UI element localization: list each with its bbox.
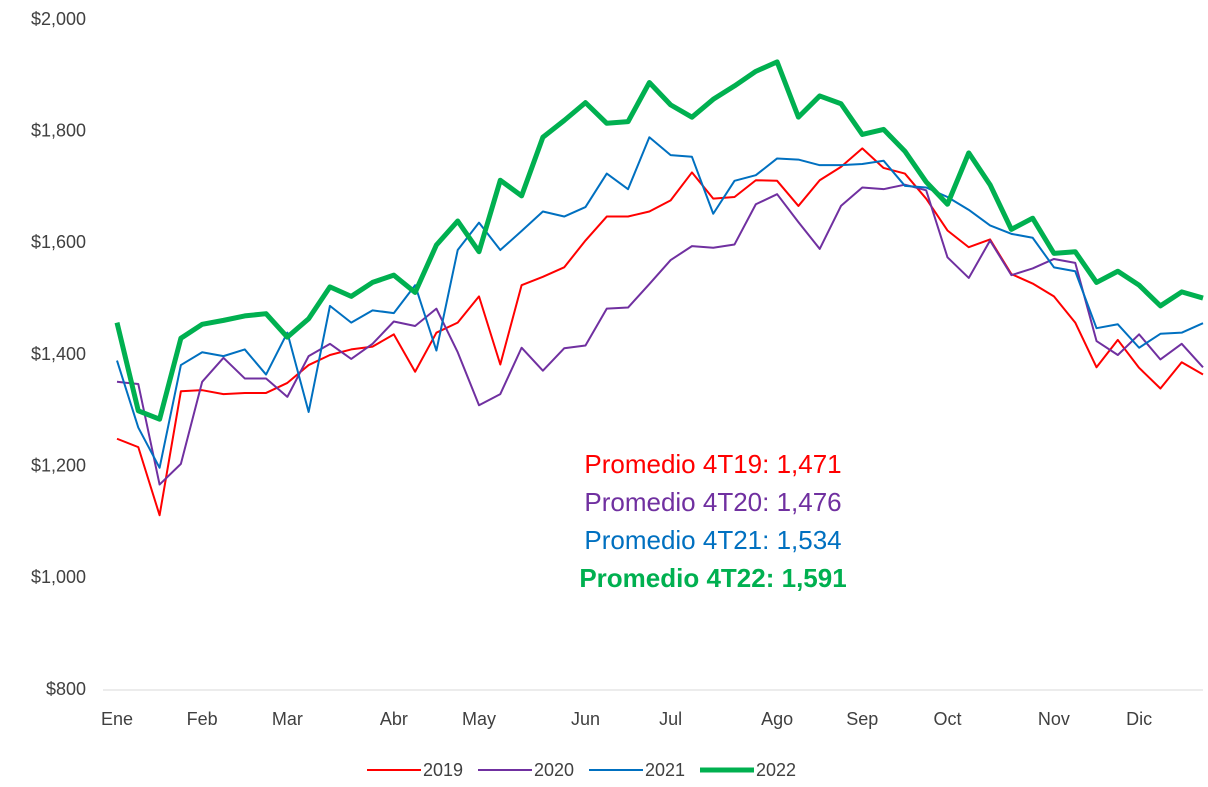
y-tick-label: $2,000	[31, 9, 86, 29]
y-tick-label: $1,400	[31, 344, 86, 364]
legend-label: 2022	[756, 760, 796, 780]
x-tick-label: Dic	[1126, 709, 1152, 729]
x-tick-label: Mar	[272, 709, 303, 729]
x-tick-label: Abr	[380, 709, 408, 729]
legend-label: 2019	[423, 760, 463, 780]
line-series	[116, 183, 1204, 486]
x-tick-label: Jul	[659, 709, 682, 729]
legend-label: 2020	[534, 760, 574, 780]
annotation: Promedio 4T19: 1,471	[584, 449, 841, 479]
x-tick-label: Ene	[101, 709, 133, 729]
annotation: Promedio 4T21: 1,534	[584, 525, 841, 555]
x-tick-label: Oct	[933, 709, 961, 729]
line-series	[114, 59, 1204, 422]
x-tick-label: Sep	[846, 709, 878, 729]
y-tick-label: $1,000	[31, 567, 86, 587]
x-tick-label: May	[462, 709, 496, 729]
y-tick-label: $1,200	[31, 455, 86, 475]
y-tick-label: $800	[46, 679, 86, 699]
y-tick-label: $1,600	[31, 232, 86, 252]
y-tick-label: $1,800	[31, 120, 86, 140]
x-tick-label: Jun	[571, 709, 600, 729]
x-tick-label: Nov	[1038, 709, 1070, 729]
line-series	[116, 136, 1204, 469]
x-tick-label: Ago	[761, 709, 793, 729]
legend-label: 2021	[645, 760, 685, 780]
x-tick-label: Feb	[187, 709, 218, 729]
annotation: Promedio 4T22: 1,591	[579, 563, 846, 593]
annotation: Promedio 4T20: 1,476	[584, 487, 841, 517]
